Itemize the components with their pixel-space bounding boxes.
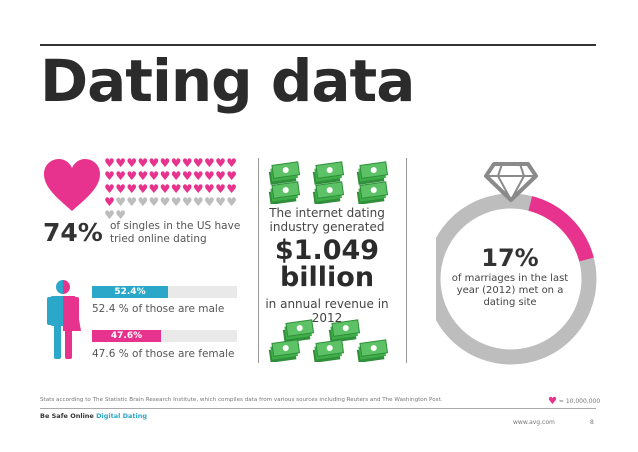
brand-line: Be Safe Online Digital Dating [40,412,147,420]
money-icon [312,181,345,205]
grid-heart-icon: ♥ [204,169,215,183]
grid-heart-icon: ♥ [170,169,182,183]
grid-heart-icon: ♥ [104,195,115,209]
page-number: 8 [590,419,594,426]
money-icon [356,339,389,363]
page-title: Dating data [40,47,415,115]
revenue-amount-line2: billion [279,262,375,293]
heart-grid: ♥ ♥ ♥ ♥ ♥ ♥ ♥ ♥ ♥ ♥ ♥ ♥ ♥ ♥ ♥ ♥ ♥ ♥ ♥ ♥ ♥ ♥ ♥ ♥ ♥ ♥ ♥ ♥ ♥ ♥ ♥ ♥ ♥ ♥ ♥ ♥ ♥ ♥ ♥ ♥… [104,157,238,222]
money-stack-bottom [264,318,394,363]
money-icon [356,161,389,185]
grid-heart-icon: ♥ [126,156,138,170]
grid-heart-icon: ♥ [159,169,171,183]
revenue-intro: The internet dating industry generated [269,206,385,234]
money-icon [268,339,301,363]
money-icon [268,161,301,185]
money-icon [328,319,361,343]
grid-heart-icon: ♥ [115,208,127,222]
revenue-amount-line1: $1.049 [274,235,380,266]
grid-heart-icon: ♥ [104,182,115,196]
grid-heart-icon: ♥ [181,182,193,196]
marriages-percent: 17% [481,244,539,272]
money-icon [268,181,301,205]
grid-heart-icon: ♥ [181,169,193,183]
grid-heart-icon: ♥ [192,195,204,209]
legend-text: = 10,000,000 [558,398,601,405]
diamond-ring-icon [436,162,597,365]
grid-heart-icon: ♥ [215,156,226,170]
male-text: 52.4 % of those are male [92,303,225,315]
grid-heart-icon: ♥ [192,182,204,196]
grid-heart-icon: ♥ [148,156,160,170]
grid-heart-icon: ♥ [181,156,193,170]
grid-heart-icon: ♥ [204,195,215,209]
heart-legend: ♥ = 10,000,000 [548,396,600,407]
legend-heart-icon: ♥ [548,396,557,407]
big-heart-icon [44,159,100,211]
male-bar-fill: 52.4% [92,286,168,298]
grid-heart-icon: ♥ [226,195,237,209]
grid-heart-icon: ♥ [126,182,138,196]
footer-url: www.avg.com [513,419,555,426]
grid-heart-icon: ♥ [115,195,127,209]
singles-text: of singles in the US have tried online d… [110,220,241,245]
money-icon [312,339,345,363]
singles-percent: 74% [43,218,103,247]
female-text: 47.6 % of those are female [92,348,235,360]
grid-heart-icon: ♥ [148,169,160,183]
grid-heart-icon: ♥ [204,156,215,170]
grid-heart-icon: ♥ [192,156,204,170]
marriages-text: of marriages in the last year (2012) met… [451,273,569,308]
grid-heart-icon: ♥ [215,182,226,196]
grid-heart-icon: ♥ [226,182,237,196]
female-bar-fill: 47.6% [92,330,162,342]
diamond-icon [484,162,538,202]
grid-heart-icon: ♥ [115,156,127,170]
revenue-subtext: in annual revenue in 2012 [265,297,389,325]
grid-heart-icon: ♥ [126,195,138,209]
money-icon [356,181,389,205]
grid-heart-icon: ♥ [204,182,215,196]
brand-tag: Digital Dating [96,412,147,420]
grid-heart-icon: ♥ [104,156,115,170]
grid-heart-icon: ♥ [137,182,149,196]
money-stack-top [264,160,394,205]
grid-heart-icon: ♥ [226,156,237,170]
grid-heart-icon: ♥ [170,156,182,170]
grid-heart-icon: ♥ [159,195,171,209]
grid-heart-icon: ♥ [159,156,171,170]
grid-heart-icon: ♥ [137,156,149,170]
money-icon [312,161,345,185]
grid-heart-icon: ♥ [192,169,204,183]
money-icon [282,319,315,343]
divider-right [406,158,407,363]
revenue-amount: $1.049 billion [262,237,392,291]
source-footnote: Stats according to The Statistic Brain R… [40,397,443,403]
top-rule [40,44,596,46]
bottom-rule [40,408,596,409]
grid-heart-icon: ♥ [137,195,149,209]
grid-heart-icon: ♥ [170,195,182,209]
grid-heart-icon: ♥ [115,169,127,183]
divider-left [258,158,259,363]
grid-heart-icon: ♥ [215,169,226,183]
grid-heart-icon: ♥ [148,195,160,209]
grid-heart-icon: ♥ [159,182,171,196]
grid-heart-icon: ♥ [215,195,226,209]
brand-name: Be Safe Online [40,412,94,420]
gender-icon [47,280,81,359]
grid-heart-icon: ♥ [104,169,115,183]
grid-heart-icon: ♥ [126,169,138,183]
grid-heart-icon: ♥ [181,195,193,209]
grid-heart-icon: ♥ [104,208,115,222]
grid-heart-icon: ♥ [226,169,237,183]
grid-heart-icon: ♥ [137,169,149,183]
grid-heart-icon: ♥ [170,182,182,196]
grid-heart-icon: ♥ [148,182,160,196]
grid-heart-icon: ♥ [115,182,127,196]
